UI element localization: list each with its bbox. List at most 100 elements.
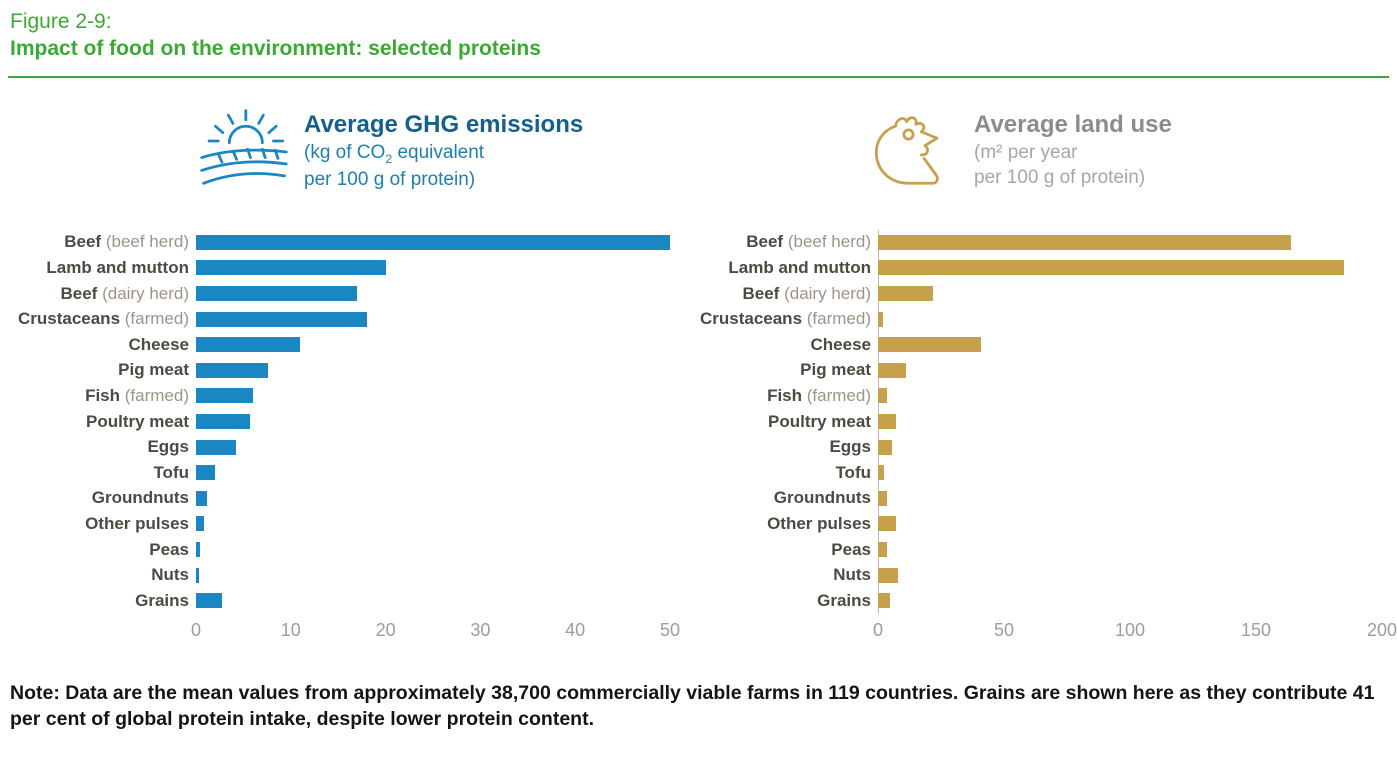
bar-nuts [196, 567, 199, 583]
category-label: Lamb and mutton [0, 258, 196, 278]
x-tick-label: 40 [565, 619, 586, 640]
bar-track [196, 414, 670, 430]
chart-row: Eggs [0, 434, 670, 460]
bar-track [878, 234, 1382, 250]
land-chart-header: Average land use (m² per year per 100 g … [868, 104, 1382, 230]
category-qualifier: (dairy herd) [779, 283, 871, 303]
land-use-chart: Average land use (m² per year per 100 g … [682, 104, 1397, 650]
chart-row: Nuts [0, 562, 670, 588]
category-name: Nuts [833, 565, 871, 585]
x-tick-label: 50 [993, 619, 1015, 640]
bar-beef-beef-herd [878, 234, 1292, 250]
category-label: Beef (beef herd) [0, 232, 196, 252]
x-tick-label: 50 [659, 619, 681, 640]
chart-row: Beef (dairy herd) [0, 281, 670, 307]
chart-row: Eggs [682, 434, 1382, 460]
bar-track [878, 388, 1382, 404]
chart-subtitle-line1: (kg of CO2 equivalent [304, 140, 583, 167]
ghg-chart-titles: Average GHG emissions (kg of CO2 equival… [304, 104, 583, 192]
bar-track [196, 516, 670, 532]
category-label: Peas [682, 540, 878, 560]
x-tick-label: 200 [1366, 619, 1397, 640]
category-name: Other pulses [85, 513, 189, 533]
bar-track [878, 593, 1382, 609]
bar-lamb-and-mutton [196, 260, 386, 276]
bar-track [196, 567, 670, 583]
category-name: Tofu [835, 462, 871, 482]
chart-row: Beef (dairy herd) [682, 281, 1382, 307]
category-name: Crustaceans [699, 309, 803, 329]
bar-tofu [196, 465, 215, 481]
category-name: Other pulses [767, 513, 871, 533]
chart-subtitle-line2: per 100 g of protein) [304, 168, 476, 190]
bar-track [878, 490, 1382, 506]
sun-field-icon [198, 106, 290, 203]
chart-row: Groundnuts [682, 486, 1382, 512]
charts-container: Average GHG emissions (kg of CO2 equival… [0, 104, 1397, 650]
bar-fish-farmed [878, 388, 888, 404]
category-label: Pig meat [0, 360, 196, 380]
bar-poultry-meat [196, 414, 251, 430]
category-qualifier: (beef herd) [101, 232, 189, 252]
category-name: Eggs [829, 437, 871, 457]
category-qualifier: (farmed) [802, 309, 871, 329]
bar-track [196, 388, 670, 404]
x-tick-label: 100 [1114, 619, 1146, 640]
category-label: Tofu [682, 463, 878, 483]
chart-row: Tofu [682, 460, 1382, 486]
bar-track [196, 337, 670, 353]
chart-row: Lamb and mutton [682, 255, 1382, 281]
figure-title: Impact of food on the environment: selec… [10, 37, 541, 61]
ghg-chart-header: Average GHG emissions (kg of CO2 equival… [198, 104, 670, 230]
bar-beef-dairy-herd [878, 286, 934, 302]
category-label: Crustaceans (farmed) [682, 309, 878, 329]
category-label: Nuts [0, 565, 196, 585]
category-label: Eggs [682, 437, 878, 457]
category-name: Pig meat [118, 360, 189, 380]
chart-row: Fish (farmed) [0, 383, 670, 409]
bar-track [878, 516, 1382, 532]
category-name: Beef [746, 232, 784, 252]
category-name: Lamb and mutton [46, 257, 189, 277]
land-chart-titles: Average land use (m² per year per 100 g … [974, 104, 1172, 191]
x-axis: 0 50 100 150 200 [873, 619, 1397, 650]
category-label: Other pulses [682, 514, 878, 534]
x-tick-label: 0 [190, 619, 202, 640]
chart-row: Beef (beef herd) [682, 230, 1382, 256]
category-label: Other pulses [0, 514, 196, 534]
chart-row: Beef (beef herd) [0, 230, 670, 256]
category-label: Poultry meat [0, 412, 196, 432]
chart-row: Poultry meat [682, 409, 1382, 435]
category-name: Peas [149, 539, 189, 559]
bar-peas [196, 542, 200, 558]
bar-track [196, 490, 670, 506]
chart-row: Cheese [682, 332, 1382, 358]
category-qualifier: (beef herd) [783, 232, 871, 252]
category-name: Grains [817, 590, 871, 610]
category-label: Poultry meat [682, 412, 878, 432]
bar-eggs [878, 439, 893, 455]
x-tick-label: 150 [1240, 619, 1272, 640]
bar-crustaceans-farmed [196, 311, 367, 327]
category-label: Pig meat [682, 360, 878, 380]
bar-nuts [878, 567, 898, 583]
bar-other-pulses [196, 516, 204, 532]
bar-cheese [878, 337, 982, 353]
bar-track [196, 593, 670, 609]
x-axis: 0 10 20 30 40 50 [191, 619, 680, 650]
category-qualifier: (farmed) [802, 385, 871, 405]
chart-row: Nuts [682, 562, 1382, 588]
chart-row: Grains [682, 588, 1382, 614]
category-label: Cheese [0, 335, 196, 355]
chart-row: Groundnuts [0, 486, 670, 512]
bar-track [878, 414, 1382, 430]
bar-track [196, 234, 670, 250]
subtitle-sub: 2 [385, 151, 393, 166]
chart-row: Pig meat [0, 358, 670, 384]
bar-beef-dairy-herd [196, 286, 358, 302]
category-name: Fish [767, 385, 803, 405]
divider-rule [8, 75, 1389, 78]
category-label: Peas [0, 540, 196, 560]
chart-rows: Beef (beef herd) Lamb and mutton Beef (dai… [0, 230, 670, 614]
